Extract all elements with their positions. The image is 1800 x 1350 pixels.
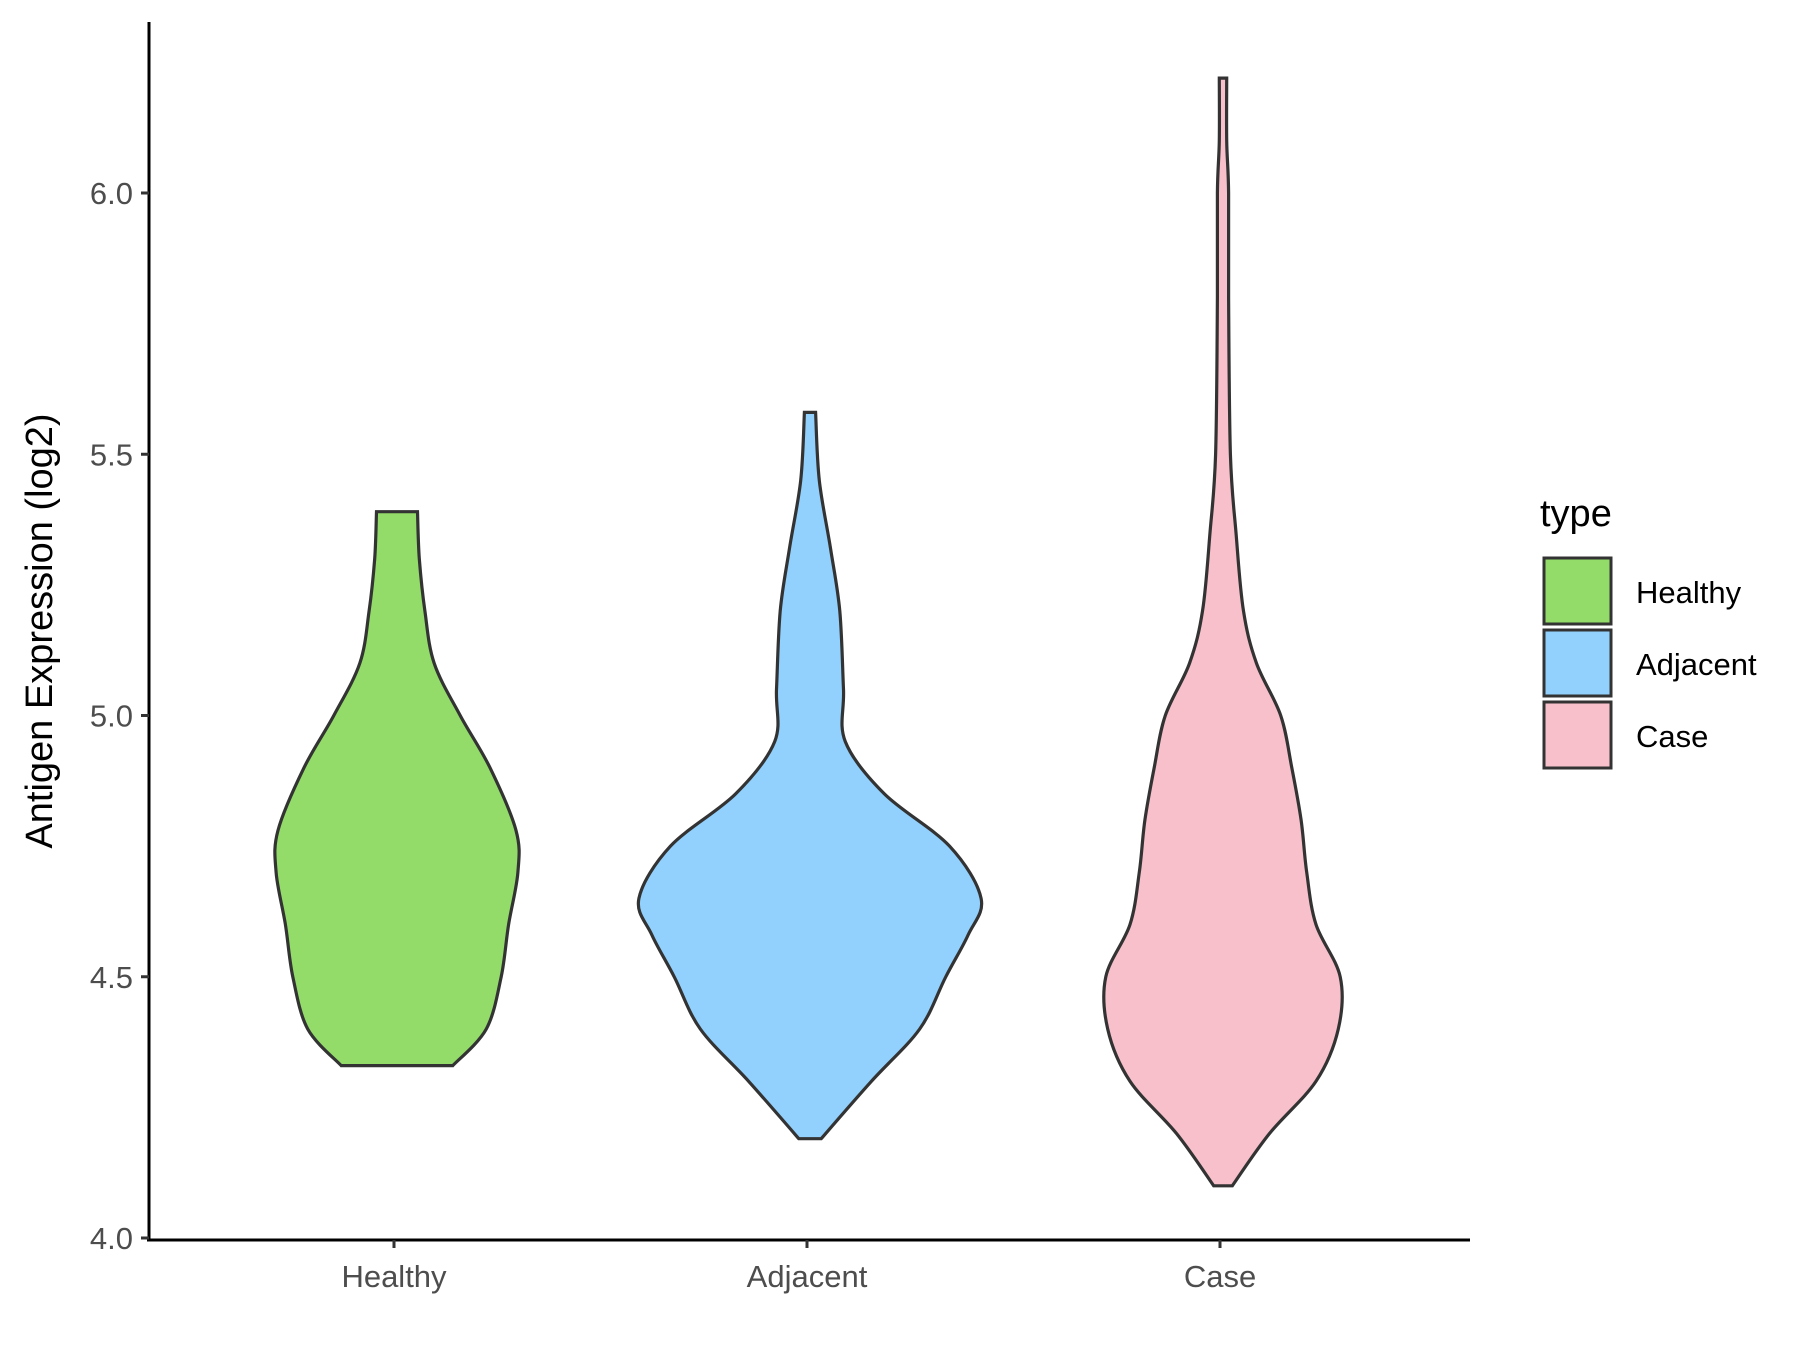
y-tick-label: 5.5 — [90, 437, 133, 472]
legend-swatch-adjacent — [1542, 628, 1613, 698]
x-tick-label: Case — [1184, 1259, 1256, 1294]
violin-healthy — [273, 510, 521, 1068]
legend-label-adjacent: Adjacent — [1636, 647, 1757, 682]
y-axis-title: Antigen Expression (log2) — [19, 413, 61, 848]
y-ticks: 4.0 4.5 5.0 5.5 6.0 — [90, 176, 149, 1256]
legend-label-healthy: Healthy — [1636, 575, 1742, 610]
legend-swatch-healthy — [1542, 556, 1613, 626]
violin-adjacent — [636, 410, 984, 1141]
x-tick-label: Adjacent — [747, 1259, 868, 1294]
y-tick-label: 4.0 — [90, 1221, 133, 1256]
legend-title: type — [1540, 493, 1612, 535]
y-tick-label: 5.0 — [90, 699, 133, 734]
y-tick-label: 6.0 — [90, 176, 133, 211]
violin-layer — [273, 76, 1344, 1188]
x-tick-label: Healthy — [341, 1259, 447, 1294]
legend: type Healthy Adjacent Case — [1540, 493, 1757, 770]
legend-label-case: Case — [1636, 719, 1708, 754]
y-tick-label: 4.5 — [90, 960, 133, 995]
x-ticks: Healthy Adjacent Case — [341, 1240, 1256, 1294]
legend-swatch-case — [1542, 700, 1613, 770]
violin-case — [1102, 76, 1344, 1188]
